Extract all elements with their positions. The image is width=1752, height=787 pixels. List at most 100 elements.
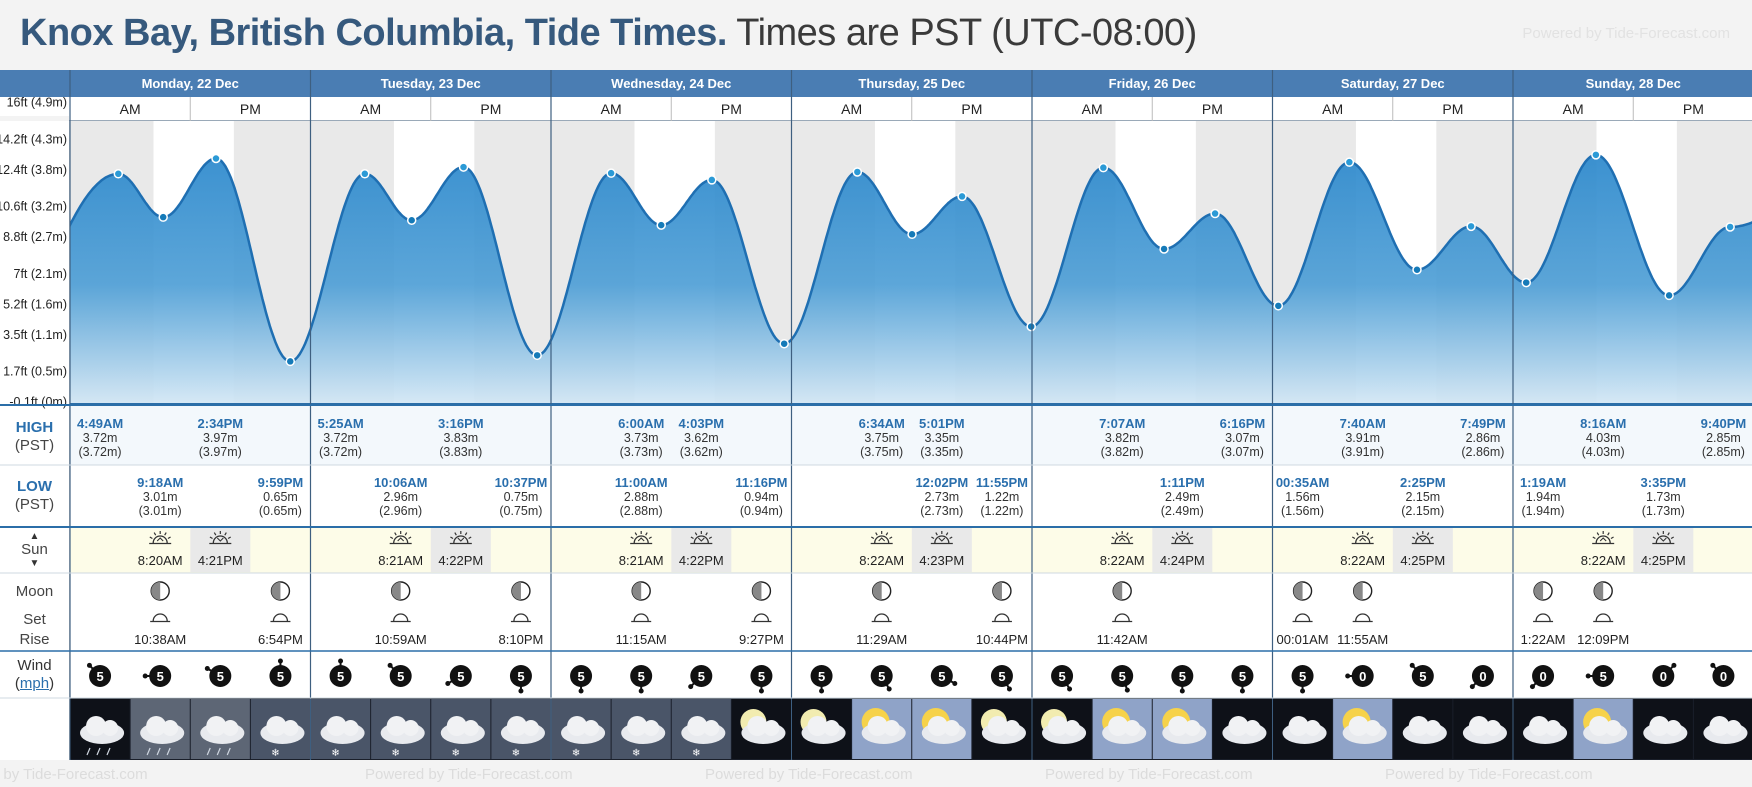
wind-indicator: 5 <box>750 665 773 694</box>
moonrise-icon <box>1352 613 1373 623</box>
tide-time-high: 7:49PM <box>1460 416 1506 431</box>
wind-indicator: 0 <box>1652 662 1677 687</box>
cloud-puff <box>1605 720 1622 736</box>
weather-icon-cloud <box>1693 699 1752 759</box>
tide-time-high: 9:40PM <box>1701 416 1747 431</box>
day-header-1: Tuesday, 23 Dec <box>381 76 481 91</box>
cloud-puff <box>506 716 527 736</box>
tide-time-high: 4:49AM <box>77 416 123 431</box>
day-header-6: Sunday, 28 Dec <box>1586 76 1681 91</box>
wind-speed: 5 <box>577 669 584 684</box>
sunset-icon <box>690 531 713 545</box>
tide-time-high: 3:16PM <box>438 416 484 431</box>
sun-ray <box>630 536 634 540</box>
powered-by-footer-text: Powered by Tide-Forecast.com <box>705 766 913 783</box>
tide-point-high <box>1725 222 1735 232</box>
am-label: AM <box>1082 101 1103 117</box>
wind-indicator: 5 <box>630 665 653 694</box>
y-tick-label: -0.1ft (0m) <box>9 395 67 409</box>
cloud-puff <box>1168 716 1189 736</box>
tide-time-low: 3:35PM <box>1641 475 1687 490</box>
wind-arrow-head <box>1585 673 1591 679</box>
weather-icon-sun-day <box>1573 699 1633 759</box>
tide-height-alt-high: (3.72m) <box>79 445 122 459</box>
wind-arrow-head <box>638 688 644 694</box>
sun-ray <box>694 532 698 536</box>
tide-point-high <box>458 162 469 172</box>
cloud-puff <box>1124 720 1141 736</box>
weather-row: ❄ ❄ ❄ ❄ ❄ ❄ ❄ ❄ <box>70 699 1752 759</box>
weather-icon-cloud <box>1393 699 1453 759</box>
tide-height-alt-low: (2.88m) <box>620 504 663 518</box>
snowflake-icon: ❄ <box>512 748 520 759</box>
wind-dot <box>930 665 953 687</box>
sunrise-icon <box>630 531 653 545</box>
tide-point-high <box>606 168 616 178</box>
wind-arrow-head <box>1671 662 1677 668</box>
wind-speed: 5 <box>1419 669 1426 684</box>
sun-ray <box>1670 536 1675 540</box>
sun-arc <box>212 535 228 544</box>
tide-time-high: 5:01PM <box>919 416 965 431</box>
moon-phase-icon <box>1352 581 1373 601</box>
sun-ray <box>875 532 878 536</box>
sun-ray <box>394 532 397 536</box>
sun-ray <box>634 532 638 536</box>
wind-dot <box>1051 665 1074 687</box>
moon-arc <box>513 613 529 622</box>
wind-indicator: 5 <box>509 665 532 694</box>
tide-point-high <box>360 169 370 179</box>
cloud-puff <box>687 716 708 736</box>
tide-height-low: 1.94m <box>1526 490 1561 504</box>
wind-indicator: 5 <box>930 665 958 687</box>
am-label: AM <box>601 101 622 117</box>
tide-height-low: 3.01m <box>143 490 178 504</box>
sun-ray <box>1652 536 1656 540</box>
cloud-puff <box>567 716 588 736</box>
moon-arc <box>1595 613 1611 622</box>
wind-indicator: 5 <box>269 658 292 687</box>
wind-label: Wind <box>17 657 52 674</box>
sunset-time: 4:25PM <box>1641 553 1686 568</box>
sun-arc <box>152 535 168 544</box>
wind-arrow-head <box>688 684 694 690</box>
tide-time-high: 2:34PM <box>198 416 244 431</box>
wind-indicator: 5 <box>1409 662 1434 687</box>
wind-dot <box>870 665 893 687</box>
moon-phase-icon <box>631 581 651 601</box>
wind-speed: 5 <box>698 669 705 684</box>
cloud-puff <box>1709 716 1730 736</box>
weather-icon-sun-night <box>731 699 791 759</box>
wind-dot <box>1171 665 1194 687</box>
wind-dot <box>1231 665 1254 687</box>
sunset-cell-bg <box>911 528 972 572</box>
sun-ray <box>213 532 217 536</box>
cloud-puff <box>643 720 660 736</box>
cloud-puff <box>1364 720 1381 736</box>
cloud-puff <box>1545 720 1562 736</box>
tide-height-alt-low: (2.96m) <box>379 504 422 518</box>
sun-ray <box>209 536 213 540</box>
sun-ray <box>454 532 457 536</box>
tide-height-low: 1.56m <box>1285 490 1320 504</box>
tide-time-low: 00:35AM <box>1276 475 1329 490</box>
tide-height-alt-low: (0.65m) <box>259 504 302 518</box>
sun-ray <box>1111 536 1115 540</box>
cloud-puff <box>1665 720 1682 736</box>
sun-ray <box>1366 532 1370 536</box>
weather-icon-sun-night <box>792 699 852 759</box>
wind-arrow-head <box>952 681 958 686</box>
cloud-puff <box>1228 716 1249 736</box>
sunrise-time: 8:22AM <box>1581 553 1626 568</box>
tide-time-high: 6:00AM <box>618 416 664 431</box>
sunset-icon <box>930 531 953 545</box>
tide-point-low <box>158 212 168 222</box>
tide-point-low <box>1664 290 1674 301</box>
tide-time-low: 11:55PM <box>976 475 1028 490</box>
sunset-cell-bg <box>1392 528 1453 572</box>
sunrise-arrow <box>878 537 886 542</box>
wind-speed: 5 <box>96 669 103 684</box>
sunrise-icon <box>149 531 172 545</box>
wind-unit-link[interactable]: mph <box>19 675 50 692</box>
cloud-puff <box>883 720 900 736</box>
